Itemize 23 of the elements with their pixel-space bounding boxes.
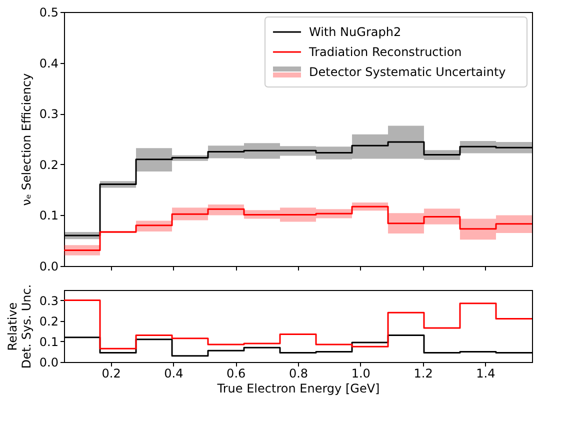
x-tick-label: 1.4 <box>476 366 496 380</box>
y-tick-label: 0.0 <box>39 356 58 370</box>
x-tick-label: 1.2 <box>414 366 433 380</box>
y-tick-label: 0.1 <box>39 334 58 349</box>
legend-label: Tradiation Reconstruction <box>308 45 462 59</box>
annotation: Detector Systematic Uncertainty <box>309 65 506 79</box>
y-tick-label: 0.4 <box>39 56 58 70</box>
y-tick-label: 0.0 <box>39 260 58 274</box>
y-tick-label: 0.5 <box>39 6 58 20</box>
y-tick-label: 0.2 <box>39 314 58 328</box>
x-axis-title: True Electron Energy [GeV] <box>216 382 380 396</box>
x-tick-label: 1.0 <box>351 366 370 380</box>
y-axis-title: νₑ Selection Efficiency <box>19 73 34 206</box>
x-tick-label: 0.2 <box>102 366 121 380</box>
y-tick-label: 0.3 <box>39 294 58 308</box>
y-tick-label: 0.2 <box>39 158 58 172</box>
x-tick-label: 0.6 <box>226 366 246 380</box>
y-tick-label: 0.1 <box>39 208 58 223</box>
legend-label: With NuGraph2 <box>309 25 402 39</box>
y-axis-title: Relative Det. Sys. Unc. <box>5 284 34 369</box>
x-tick-label: 0.8 <box>288 366 308 380</box>
x-tick-label: 0.4 <box>164 366 184 380</box>
y-tick-label: 0.3 <box>39 107 58 122</box>
